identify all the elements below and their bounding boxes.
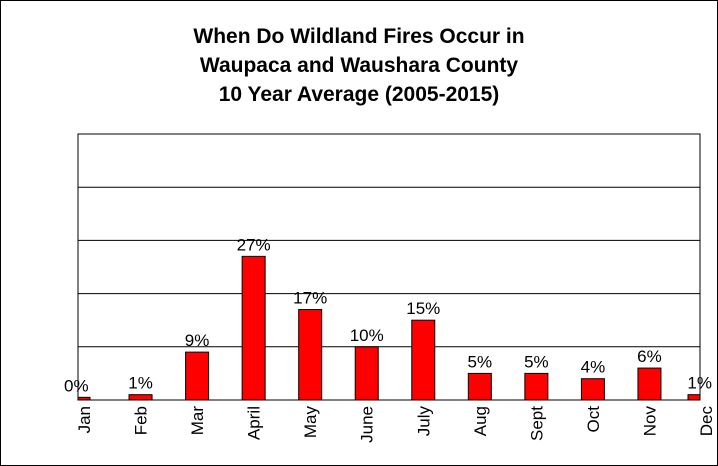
x-tick-oct: Oct xyxy=(584,406,603,433)
data-label-dec: 1% xyxy=(687,374,712,393)
bar-mar xyxy=(185,351,210,401)
x-tick-jan: Jan xyxy=(75,406,94,433)
bar-july xyxy=(411,319,436,401)
bar-june xyxy=(354,346,379,401)
bar-may xyxy=(298,309,323,401)
data-label-nov: 6% xyxy=(637,347,662,366)
data-label-jan: 0% xyxy=(64,376,89,395)
bar-april xyxy=(241,255,266,401)
data-label-mar: 9% xyxy=(185,331,210,350)
x-tick-july: July xyxy=(414,406,433,437)
x-tick-feb: Feb xyxy=(132,406,151,435)
plot-area-border xyxy=(77,133,701,401)
x-tick-nov: Nov xyxy=(640,406,659,437)
title-line-1: When Do Wildland Fires Occur in xyxy=(193,25,525,48)
data-label-june: 10% xyxy=(350,326,384,345)
x-tick-aug: Aug xyxy=(471,406,490,436)
data-labels: 0% 1% 9% 27% 17% 10% 15% 5% 5% 4% 6% 1% xyxy=(64,235,712,395)
data-label-sept: 5% xyxy=(524,352,549,371)
gridlines xyxy=(77,133,701,401)
x-tick-dec: Dec xyxy=(697,406,716,437)
x-tick-labels: Jan Feb Mar April May June July Aug Sept Oct Nov De… xyxy=(75,406,716,443)
data-label-aug: 5% xyxy=(468,352,493,371)
title-line-3: 10 Year Average (2005-2015) xyxy=(218,83,500,106)
bars xyxy=(77,255,701,401)
bar-oct xyxy=(580,378,605,401)
data-label-feb: 1% xyxy=(128,374,153,393)
data-label-oct: 4% xyxy=(581,358,606,377)
x-tick-sept: Sept xyxy=(527,406,546,441)
x-tick-may: May xyxy=(301,406,320,439)
data-label-may: 17% xyxy=(293,289,327,308)
data-label-july: 15% xyxy=(406,299,440,318)
x-tick-mar: Mar xyxy=(188,406,207,436)
bar-jan xyxy=(77,396,91,401)
chart-title: When Do Wildland Fires Occur in Waupaca … xyxy=(0,22,718,109)
bar-dec xyxy=(687,394,701,401)
bar-feb xyxy=(128,394,153,401)
data-label-april: 27% xyxy=(237,235,271,254)
x-tick-april: April xyxy=(245,406,264,440)
title-line-2: Waupaca and Waushara County xyxy=(199,54,519,77)
bar-nov xyxy=(637,367,662,401)
bar-aug xyxy=(467,372,492,401)
x-tick-june: June xyxy=(358,406,377,443)
bar-sept xyxy=(524,372,549,401)
